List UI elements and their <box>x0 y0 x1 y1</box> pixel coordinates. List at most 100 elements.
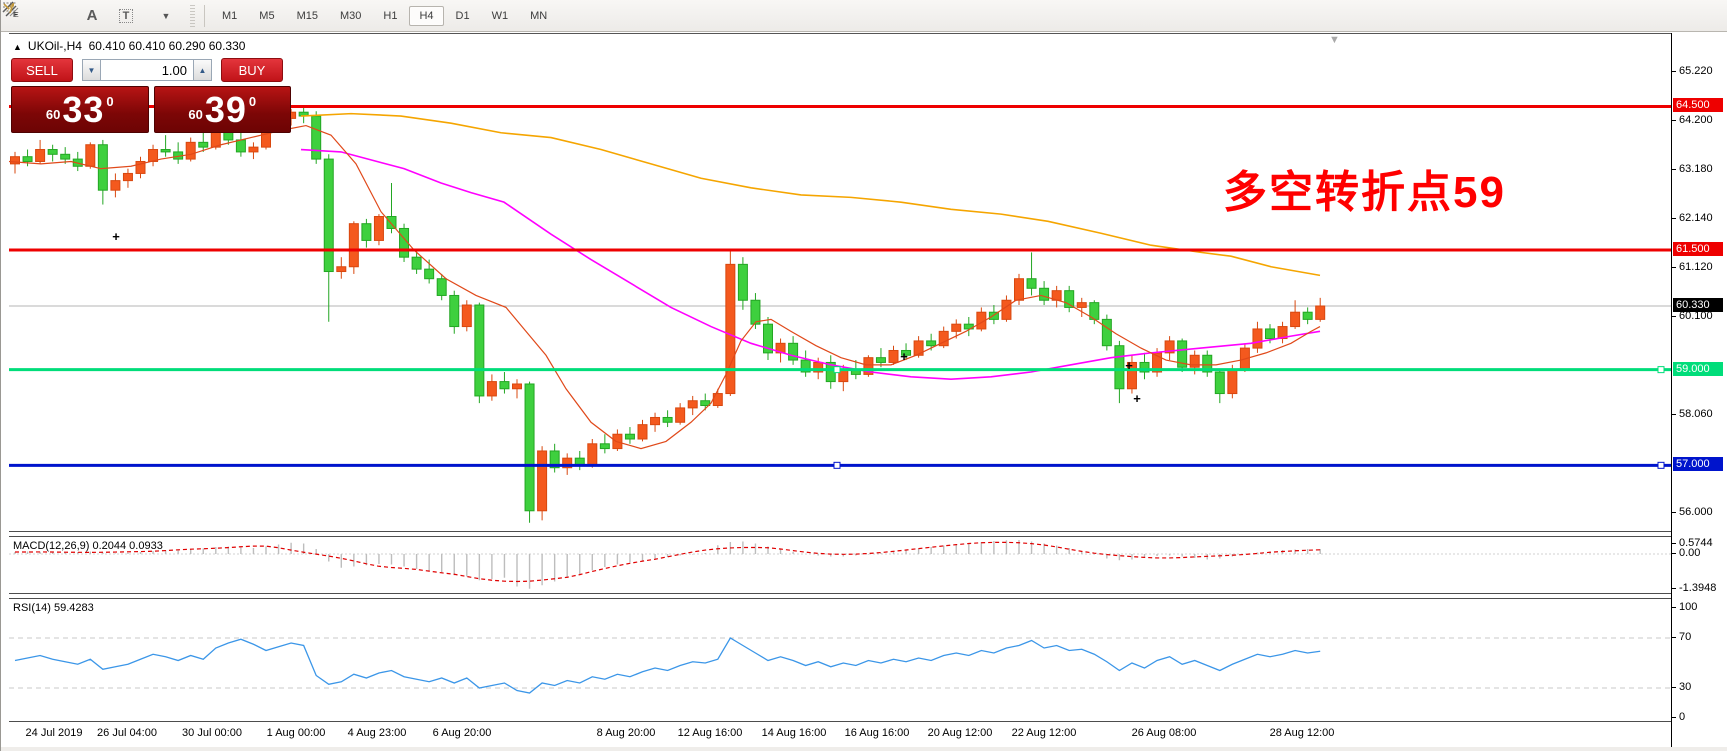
timeframe-button-h4[interactable]: H4 <box>409 5 444 26</box>
candle-down <box>311 115 322 160</box>
toolbar-grip[interactable] <box>190 4 195 27</box>
collapse-panel-icon[interactable]: ▲ <box>13 42 22 52</box>
axis-tick-mark <box>1672 637 1676 638</box>
sell-button[interactable]: SELL <box>11 58 73 82</box>
chart-shift-marker-icon[interactable]: ▼ <box>1329 34 1340 46</box>
line-handle[interactable] <box>1657 366 1665 374</box>
candle-down <box>474 304 485 397</box>
volume-decrease-button[interactable]: ▼ <box>82 59 101 81</box>
candle-up <box>1164 340 1175 354</box>
candle-up <box>461 304 472 328</box>
chevron-down-icon[interactable]: ▼ <box>161 10 171 21</box>
price-axis[interactable]: 65.220 64.200 63.180 62.140 61.120 60.100 58.0… <box>1671 33 1727 747</box>
text-icon[interactable]: A <box>86 7 98 24</box>
trade-marker-cross: + <box>1125 357 1133 373</box>
candle-up <box>373 216 384 241</box>
candle-up <box>1076 302 1087 308</box>
candle-down <box>424 268 435 280</box>
arrows-icon[interactable]: ▼ <box>3 3 186 29</box>
time-tick-label: 26 Aug 08:00 <box>1131 727 1197 739</box>
time-tick-label: 30 Jul 00:00 <box>182 727 242 739</box>
candle-down <box>549 450 560 469</box>
volume-increase-button[interactable]: ▲ <box>193 59 212 81</box>
line-handle[interactable] <box>1657 461 1665 469</box>
candle-up <box>913 340 924 356</box>
volume-input[interactable] <box>101 59 193 81</box>
sell-price-button[interactable]: 60 33 0 <box>11 86 149 133</box>
rsi-tick-label: 30 <box>1679 681 1692 693</box>
sell-price-big: 33 <box>62 88 105 130</box>
axis-tick-mark <box>1672 267 1676 269</box>
axis-tick-mark <box>1672 717 1676 718</box>
macd-pane[interactable]: MACD(12,26,9) 0.2044 0.0933 <box>9 536 1671 594</box>
fibonacci-icon[interactable]: F <box>3 2 74 29</box>
candle-down <box>800 359 811 373</box>
rsi-plot[interactable] <box>9 599 1671 721</box>
axis-tick-mark <box>1672 71 1676 72</box>
time-tick-label: 16 Aug 16:00 <box>844 727 910 739</box>
candle-up <box>185 141 196 160</box>
timeframe-button-m15[interactable]: M15 <box>296 9 318 22</box>
time-tick-label: 8 Aug 20:00 <box>596 727 656 739</box>
candle-up <box>122 172 133 182</box>
candle-down <box>449 294 460 328</box>
candle-down <box>599 443 610 450</box>
candle-down <box>1114 345 1125 390</box>
candle-down <box>926 340 937 347</box>
sell-price-small: 60 <box>45 107 61 122</box>
line-handle[interactable] <box>833 461 841 469</box>
line-handle[interactable] <box>833 366 841 374</box>
candlestick-plot[interactable] <box>9 34 1671 531</box>
timeframe-button-d1[interactable]: D1 <box>455 9 470 22</box>
candle-up <box>512 383 522 390</box>
time-tick-label: 4 Aug 23:00 <box>347 727 407 739</box>
timeframe-button-m1[interactable]: M1 <box>222 9 238 22</box>
rsi-pane[interactable]: RSI(14) 59.4283 <box>9 598 1671 722</box>
rsi-tick-label: 70 <box>1679 631 1692 643</box>
candle-down <box>97 144 108 191</box>
timeframe-button-h1[interactable]: H1 <box>383 9 398 22</box>
macd-plot[interactable] <box>9 537 1671 593</box>
axis-tick-mark <box>1672 543 1676 544</box>
timeframe-button-w1[interactable]: W1 <box>491 9 509 22</box>
ohlc-readout: 60.410 60.410 60.290 60.330 <box>88 39 246 53</box>
candle-up <box>562 457 573 469</box>
candle-down <box>361 223 372 241</box>
timeframe-group: M1 M5 M15 M30 H1 H4 D1 W1 MN <box>211 5 558 26</box>
timeframe-button-m30[interactable]: M30 <box>339 9 362 22</box>
rsi-tick-label: 100 <box>1679 601 1698 613</box>
status-strip <box>1 747 1727 751</box>
sell-price-sup: 0 <box>106 94 114 109</box>
macd-signal-line <box>15 541 1321 583</box>
current-price-badge: 60.330 <box>1673 297 1723 312</box>
candle-down <box>1064 290 1075 308</box>
candle-up <box>486 381 497 397</box>
candle-down <box>1139 361 1150 373</box>
buy-price-button[interactable]: 60 39 0 <box>153 86 291 133</box>
macd-label: MACD(12,26,9) 0.2044 0.0933 <box>13 540 163 552</box>
buy-button[interactable]: BUY <box>221 58 283 82</box>
candle-up <box>35 149 46 162</box>
time-tick-label: 28 Aug 12:00 <box>1269 727 1335 739</box>
chart-annotation-text[interactable]: 多空转折点59 <box>1223 168 1506 217</box>
price-tick-label: 64.200 <box>1679 113 1713 126</box>
timeframe-button-m5[interactable]: M5 <box>259 9 275 22</box>
price-tick-label: 65.220 <box>1679 65 1713 77</box>
candle-down <box>662 416 673 423</box>
candle-up <box>650 416 661 426</box>
candle-down <box>524 383 535 512</box>
text-label-icon[interactable]: T <box>110 3 142 29</box>
ma_fast-line <box>9 124 1321 450</box>
candle-up <box>951 323 962 332</box>
candle-up <box>587 443 598 466</box>
price-tick-label: 58.060 <box>1679 407 1713 420</box>
candle-down <box>1039 287 1050 301</box>
candle-down <box>323 158 334 273</box>
axis-tick-mark <box>1672 607 1676 608</box>
time-tick-label: 6 Aug 20:00 <box>432 727 492 739</box>
candle-down <box>901 349 912 356</box>
timeframe-button-mn[interactable]: MN <box>530 9 548 22</box>
time-axis[interactable]: 24 Jul 2019 26 Jul 04:00 30 Jul 00:00 1 Aug… <box>9 723 1671 747</box>
candle-up <box>10 156 20 165</box>
macd-tick-label: -1.3948 <box>1679 582 1717 594</box>
